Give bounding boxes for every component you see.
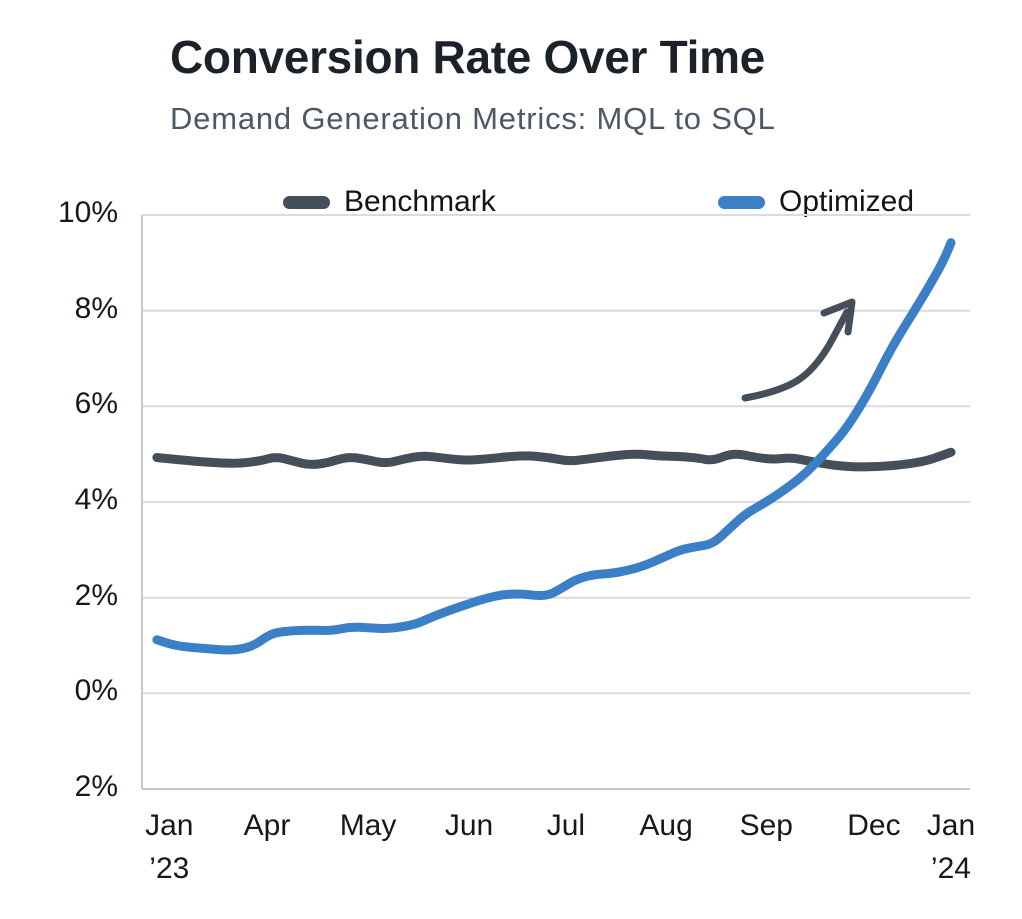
chart-subtitle: Demand Generation Metrics: MQL to SQL	[170, 101, 776, 136]
x-axis-tick-label: Jan	[145, 809, 194, 842]
legend-label-optimized: Optimized	[779, 185, 915, 218]
chart-title: Conversion Rate Over Time	[170, 31, 765, 83]
y-axis-tick-label: 10%	[57, 196, 118, 229]
x-axis-tick-label: Sep	[739, 809, 793, 842]
y-axis-tick-label: 0%	[74, 674, 118, 708]
x-axis-year-label: ’23	[149, 852, 190, 885]
y-axis-tick-label: 2%	[74, 770, 118, 803]
y-axis-tick-label: 2%	[74, 578, 118, 612]
x-axis-tick-label: Jan	[926, 809, 976, 842]
x-axis-tick-label: Jun	[444, 809, 494, 842]
x-axis-tick-label: Jul	[546, 809, 586, 842]
legend-item-optimized: Optimized	[718, 185, 914, 219]
x-axis-tick-label: Apr	[243, 809, 291, 842]
benchmark-line-swatch	[283, 195, 330, 209]
x-axis-tick-label: Aug	[639, 809, 693, 842]
upward-trend-arrow-head	[820, 298, 856, 336]
benchmark-line	[152, 447, 956, 472]
optimized-line-swatch	[718, 195, 765, 209]
x-axis-year-label: ’24	[930, 852, 971, 885]
optimized-line	[152, 238, 956, 655]
x-axis-tick-label: Dec	[847, 809, 901, 842]
y-axis-tick-label: 8%	[74, 291, 118, 325]
y-axis-tick-label: 6%	[74, 387, 118, 421]
upward-trend-arrow-shaft	[741, 308, 851, 402]
legend-label-benchmark: Benchmark	[344, 185, 496, 218]
x-axis-tick-label: May	[339, 809, 397, 842]
y-axis-tick-label: 4%	[74, 483, 118, 516]
legend-item-benchmark: Benchmark	[283, 185, 496, 219]
